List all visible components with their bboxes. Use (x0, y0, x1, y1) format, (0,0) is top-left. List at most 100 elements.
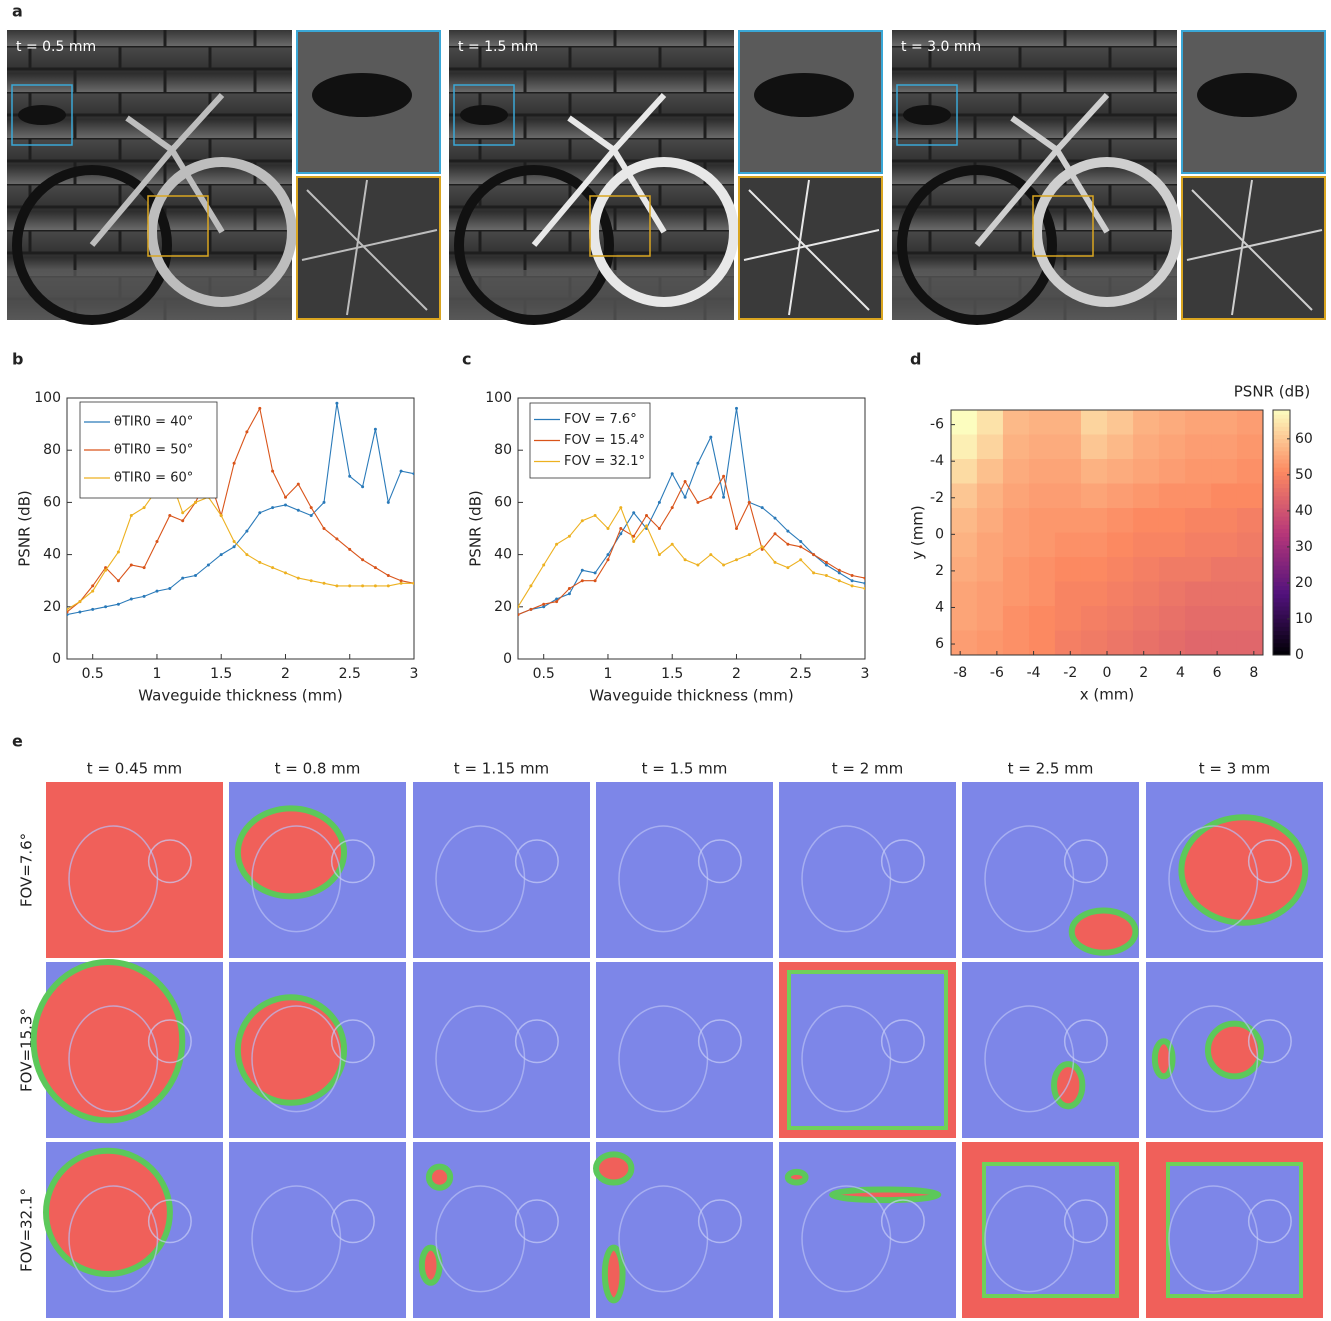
heatmap-cell (1185, 631, 1212, 656)
heatmap-cell (1107, 582, 1134, 607)
colorbar-step (1273, 528, 1290, 533)
colorbar-step (1273, 414, 1290, 419)
panel-label: d (910, 350, 921, 369)
error-map (779, 1142, 956, 1318)
legend-label: FOV = 15.4° (564, 433, 645, 448)
column-title: t = 3 mm (1199, 760, 1271, 778)
legend-label: θTIR0 = 50° (114, 443, 193, 458)
heatmap-cell (977, 606, 1004, 631)
heatmap-cell (1237, 459, 1264, 484)
heatmap-cell (951, 533, 978, 558)
heatmap-cell (1055, 533, 1082, 558)
heatmap-cell (1185, 606, 1212, 631)
heatmap-cell (1081, 557, 1108, 582)
heatmap-cell (1055, 606, 1082, 631)
error-region (788, 1172, 806, 1183)
x-tick-label: 3 (861, 666, 870, 682)
heatmap-cell (951, 459, 978, 484)
column-title: t = 0.8 mm (275, 760, 361, 778)
panel-e: t = 0.45 mmt = 0.8 mmt = 1.15 mmt = 1.5 … (18, 760, 1324, 1319)
y-tick-label: 80 (494, 442, 512, 458)
colorbar-step (1273, 533, 1290, 538)
heatmap-cell (1133, 459, 1160, 484)
error-region (238, 997, 344, 1103)
heatmap-cell (1003, 508, 1030, 533)
colorbar-step (1273, 430, 1290, 435)
x-tick-label: 4 (1176, 665, 1185, 681)
heatmap-cell (1003, 533, 1030, 558)
heatmap-cell (1133, 484, 1160, 509)
colorbar-step (1273, 565, 1290, 570)
heatmap-cell (1003, 484, 1030, 509)
colorbar-step (1273, 622, 1290, 627)
colorbar-step (1273, 422, 1290, 427)
error-region (1208, 1024, 1261, 1077)
legend-label: θTIR0 = 60° (114, 471, 193, 486)
legend-label: θTIR0 = 40° (114, 415, 193, 430)
heatmap-cell (977, 582, 1004, 607)
heatmap-cell (1107, 435, 1134, 460)
heatmap-cell (951, 557, 978, 582)
colorbar-step (1273, 569, 1290, 574)
y-tick-label: 60 (43, 494, 61, 510)
heatmap-cell (1081, 606, 1108, 631)
colorbar-step (1273, 467, 1290, 472)
heatmap-cell (1133, 410, 1160, 435)
heatmap-cell (1029, 435, 1056, 460)
colorbar-step (1273, 553, 1290, 558)
heatmap-cell (1107, 459, 1134, 484)
row-title: FOV=7.6° (18, 833, 36, 907)
x-tick-label: -4 (1027, 665, 1041, 681)
heatmap-cell (1133, 631, 1160, 656)
heatmap-cell (951, 410, 978, 435)
y-tick-label: 20 (43, 599, 61, 615)
heatmap-cell (1003, 410, 1030, 435)
heatmap-cell (1029, 533, 1056, 558)
heatmap-cell (977, 484, 1004, 509)
colorbar-tick-label: 40 (1295, 503, 1313, 519)
heatmap-cell (1185, 459, 1212, 484)
column-title: t = 1.15 mm (454, 760, 549, 778)
colorbar-step (1273, 557, 1290, 562)
panel-label: b (12, 350, 23, 369)
heatmap-cell (1055, 557, 1082, 582)
heatmap-cell (1185, 582, 1212, 607)
colorbar-step (1273, 573, 1290, 578)
y-tick-label: -6 (930, 417, 944, 433)
colorbar-step (1273, 635, 1290, 640)
heatmap-cell (1107, 533, 1134, 558)
heatmap-cell (951, 582, 978, 607)
error-map-inner (1168, 1164, 1301, 1296)
error-map (413, 782, 590, 958)
error-map (596, 962, 773, 1138)
legend-label: FOV = 7.6° (564, 412, 637, 427)
heatmap-cell (1185, 435, 1212, 460)
heatmap-cell (1133, 557, 1160, 582)
heatmap-cell (1159, 557, 1186, 582)
colorbar-step (1273, 496, 1290, 501)
heatmap-cell (951, 435, 978, 460)
error-map (596, 782, 773, 958)
heatmap-cell (1029, 484, 1056, 509)
heatmap-cell (1107, 557, 1134, 582)
heatmap-cell (1081, 459, 1108, 484)
heatmap-cell (1081, 582, 1108, 607)
heatmap-cell (1029, 557, 1056, 582)
error-region (1181, 817, 1305, 923)
error-region (605, 1248, 623, 1301)
x-tick-label: 1 (153, 666, 162, 682)
heatmap-cell (1159, 459, 1186, 484)
heatmap-cell (1211, 484, 1238, 509)
heatmap-cell (1237, 435, 1264, 460)
heatmap-cell (1133, 582, 1160, 607)
colorbar-step (1273, 594, 1290, 599)
colorbar-step (1273, 418, 1290, 423)
heatmap-cell (1237, 557, 1264, 582)
colorbar-step (1273, 643, 1290, 648)
heatmap-cell (1133, 606, 1160, 631)
heatmap-cell (1159, 582, 1186, 607)
colorbar-step (1273, 582, 1290, 587)
heatmap-cell (1211, 557, 1238, 582)
heatmap-cell (977, 631, 1004, 656)
y-tick-label: 100 (485, 390, 512, 406)
